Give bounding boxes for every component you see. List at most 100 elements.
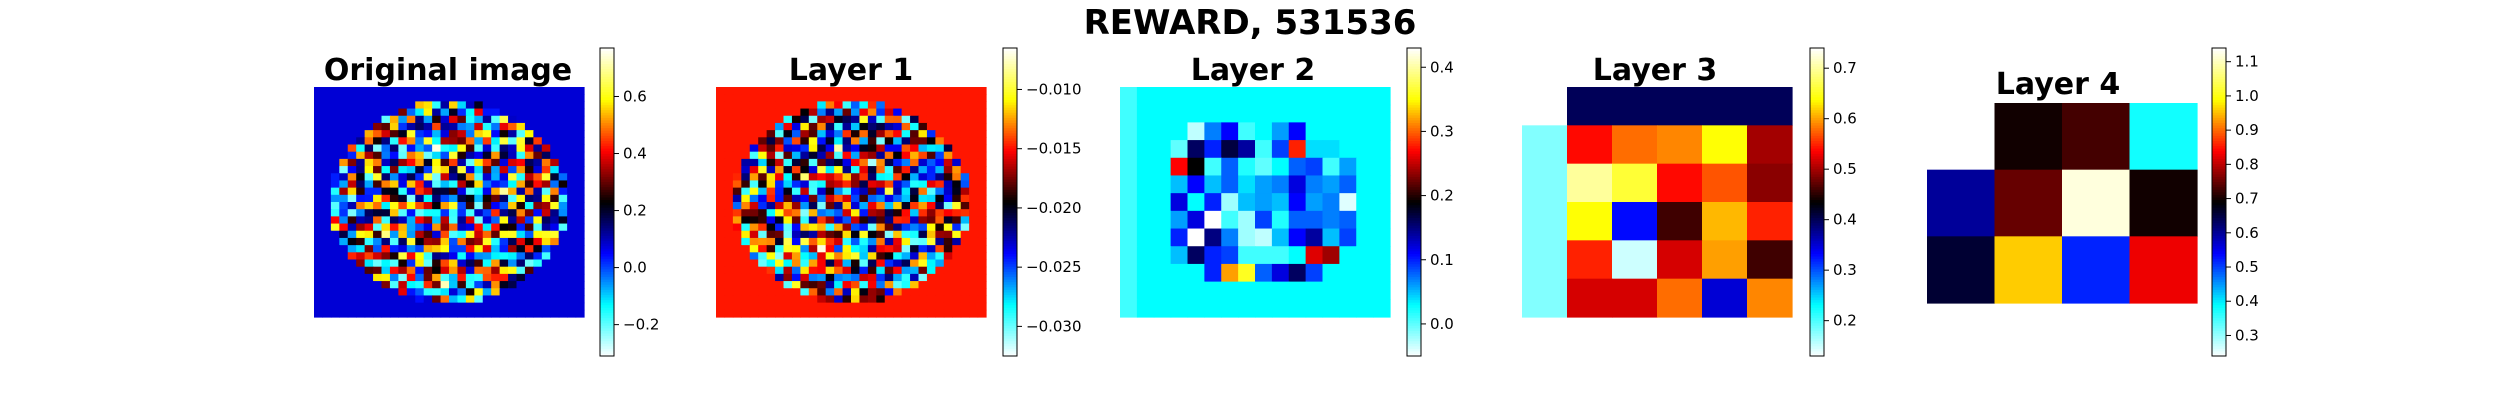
- heatmap-cell: [808, 237, 818, 246]
- heatmap-cell: [851, 209, 861, 217]
- heatmap-cell: [741, 288, 751, 297]
- colorbar-segment: [1407, 217, 1421, 221]
- heatmap-cell: [775, 101, 785, 110]
- heatmap-cell: [952, 216, 962, 225]
- heatmap-cell: [758, 122, 768, 131]
- heatmap-cell: [716, 252, 726, 261]
- heatmap-cell: [791, 194, 801, 203]
- heatmap-cell: [791, 122, 801, 131]
- colorbar-segment: [600, 60, 614, 64]
- heatmap-cell: [398, 295, 408, 304]
- colorbar-segment: [1003, 119, 1017, 124]
- colorbar-segment: [2212, 148, 2226, 152]
- heatmap-cell: [440, 166, 450, 174]
- heatmap-cell: [550, 151, 560, 160]
- colorbar-segment: [1407, 104, 1421, 108]
- heatmap-cell: [541, 137, 551, 146]
- heatmap-cell: [851, 108, 861, 117]
- colorbar-segment: [1003, 186, 1017, 190]
- heatmap-cell: [842, 94, 852, 102]
- heatmap-cell: [1120, 228, 1138, 247]
- heatmap-cell: [867, 180, 877, 189]
- colorbar-segment: [600, 289, 614, 293]
- colorbar-segment: [1003, 71, 1017, 75]
- heatmap-cell: [415, 230, 425, 239]
- heatmap-cell: [943, 288, 953, 297]
- heatmap-cell: [389, 115, 399, 124]
- heatmap-cell: [749, 216, 759, 225]
- heatmap-cell: [1136, 157, 1155, 177]
- heatmap-cell: [876, 158, 886, 167]
- heatmap-cell: [423, 94, 433, 102]
- colorbar-segment: [1810, 86, 1824, 90]
- heatmap-cell: [567, 187, 577, 196]
- heatmap-cell: [499, 108, 509, 117]
- heatmap-cell: [817, 194, 827, 203]
- colorbar-segment: [1003, 345, 1017, 349]
- heatmap-cell: [406, 309, 416, 318]
- heatmap-cell: [732, 216, 742, 225]
- heatmap-cell: [766, 173, 776, 182]
- heatmap-cell: [1238, 210, 1256, 230]
- heatmap-cell: [533, 288, 543, 297]
- heatmap-cell: [969, 94, 979, 102]
- colorbar-segment: [1003, 48, 1017, 52]
- heatmap-cell: [364, 273, 374, 282]
- heatmap-cell: [373, 166, 383, 174]
- heatmap-cell: [918, 180, 928, 189]
- heatmap-cell: [457, 209, 467, 217]
- heatmap-cell: [901, 180, 911, 189]
- heatmap-cell: [969, 202, 979, 210]
- colorbar-segment: [1003, 243, 1017, 247]
- heatmap-cell: [935, 252, 945, 261]
- colorbar-segment: [2212, 353, 2226, 357]
- colorbar-segment: [2212, 207, 2226, 211]
- colorbar-segment: [600, 145, 614, 149]
- heatmap-cell: [314, 166, 324, 174]
- heatmap-cell: [575, 115, 585, 124]
- heatmap-cell: [541, 166, 551, 174]
- heatmap-cell: [474, 94, 484, 102]
- colorbar-segment: [1407, 86, 1421, 90]
- heatmap-cell: [524, 281, 534, 289]
- heatmap-cell: [800, 259, 810, 268]
- heatmap-cell: [406, 266, 416, 275]
- heatmap-cell: [516, 130, 526, 138]
- heatmap-cell: [373, 288, 383, 297]
- heatmap-cell: [330, 230, 340, 239]
- colorbar-segment: [1810, 178, 1824, 183]
- heatmap-cell: [347, 252, 357, 261]
- heatmap-cell: [406, 130, 416, 138]
- heatmap-cell: [398, 288, 408, 297]
- colorbar-frame: [599, 47, 615, 357]
- heatmap-cell: [449, 288, 459, 297]
- colorbar-segment: [600, 312, 614, 316]
- heatmap-cell: [330, 144, 340, 153]
- heatmap-cell: [834, 209, 844, 217]
- heatmap-cell: [373, 122, 383, 131]
- colorbar-segment: [1003, 296, 1017, 301]
- heatmap-cell: [884, 130, 894, 138]
- colorbar-segment: [2212, 155, 2226, 159]
- heatmap-cell: [943, 180, 953, 189]
- heatmap-cell: [800, 94, 810, 102]
- heatmap-cell: [330, 295, 340, 304]
- colorbar-segment: [1407, 320, 1421, 324]
- heatmap-cell: [758, 230, 768, 239]
- heatmap-cell: [356, 130, 366, 138]
- colorbar-segment: [1003, 335, 1017, 339]
- heatmap-cell: [935, 302, 945, 311]
- heatmap-cell: [440, 281, 450, 289]
- heatmap-cell: [415, 101, 425, 110]
- heatmap-cell: [482, 252, 492, 261]
- heatmap-cell: [741, 137, 751, 146]
- heatmap-cell: [314, 87, 324, 95]
- heatmap-cell: [758, 266, 768, 275]
- heatmap-cell: [901, 115, 911, 124]
- heatmap-cell: [465, 202, 475, 210]
- heatmap-cell: [541, 144, 551, 153]
- heatmap-cell: [716, 173, 726, 182]
- heatmap-cell: [791, 230, 801, 239]
- heatmap-cell: [491, 273, 501, 282]
- heatmap-cell: [775, 166, 785, 174]
